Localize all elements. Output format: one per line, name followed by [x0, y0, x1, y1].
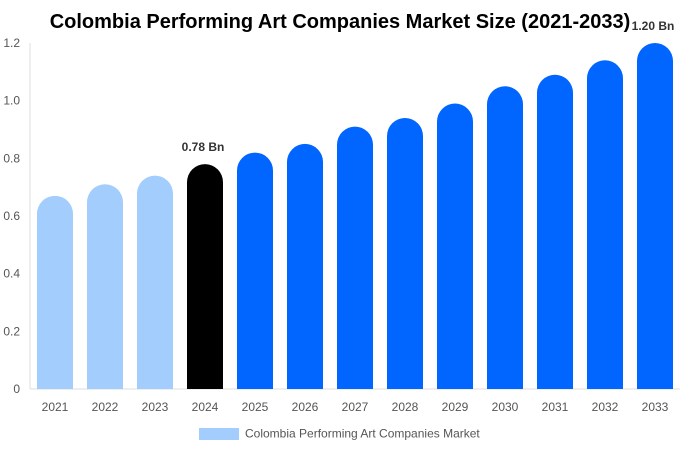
bar-2027[interactable] — [337, 126, 373, 390]
y-tick-label: 0.6 — [3, 209, 20, 223]
bar-2029[interactable] — [437, 103, 473, 390]
x-tick-label: 2028 — [392, 400, 419, 414]
bar-2022[interactable] — [87, 184, 123, 389]
bar-2025[interactable] — [237, 152, 273, 389]
x-tick-label: 2027 — [342, 400, 369, 414]
x-tick-label: 2031 — [542, 400, 569, 414]
legend-label[interactable]: Colombia Performing Art Companies Market — [245, 427, 480, 441]
chart-title: Colombia Performing Art Companies Market… — [50, 11, 631, 33]
x-tick-label: 2023 — [142, 400, 169, 414]
bar-2030[interactable] — [487, 86, 523, 389]
x-tick-label: 2026 — [292, 400, 319, 414]
x-tick-label: 2024 — [192, 400, 219, 414]
bar-2024[interactable] — [187, 164, 223, 389]
data-label: 1.20 Bn — [632, 19, 675, 33]
x-tick-label: 2025 — [242, 400, 269, 414]
bar-2032[interactable] — [587, 60, 623, 389]
y-tick-label: 0.2 — [3, 324, 20, 338]
legend-swatch — [199, 428, 239, 440]
x-tick-label: 2032 — [592, 400, 619, 414]
bar-2031[interactable] — [537, 74, 573, 389]
x-tick-label: 2029 — [442, 400, 469, 414]
data-label: 0.78 Bn — [182, 140, 225, 154]
bar-2026[interactable] — [287, 143, 323, 389]
bar-2028[interactable] — [387, 117, 423, 389]
y-tick-label: 1.2 — [3, 36, 20, 50]
y-tick-label: 1.0 — [3, 94, 20, 108]
y-tick-label: 0.8 — [3, 151, 20, 165]
x-tick-label: 2021 — [42, 400, 69, 414]
x-tick-label: 2033 — [642, 400, 669, 414]
bar-2021[interactable] — [37, 195, 73, 389]
y-tick-label: 0.4 — [3, 267, 20, 281]
bar-2033[interactable] — [637, 43, 673, 389]
bar-2023[interactable] — [137, 175, 173, 389]
y-tick-label: 0 — [13, 382, 20, 396]
x-tick-label: 2022 — [92, 400, 119, 414]
x-tick-label: 2030 — [492, 400, 519, 414]
